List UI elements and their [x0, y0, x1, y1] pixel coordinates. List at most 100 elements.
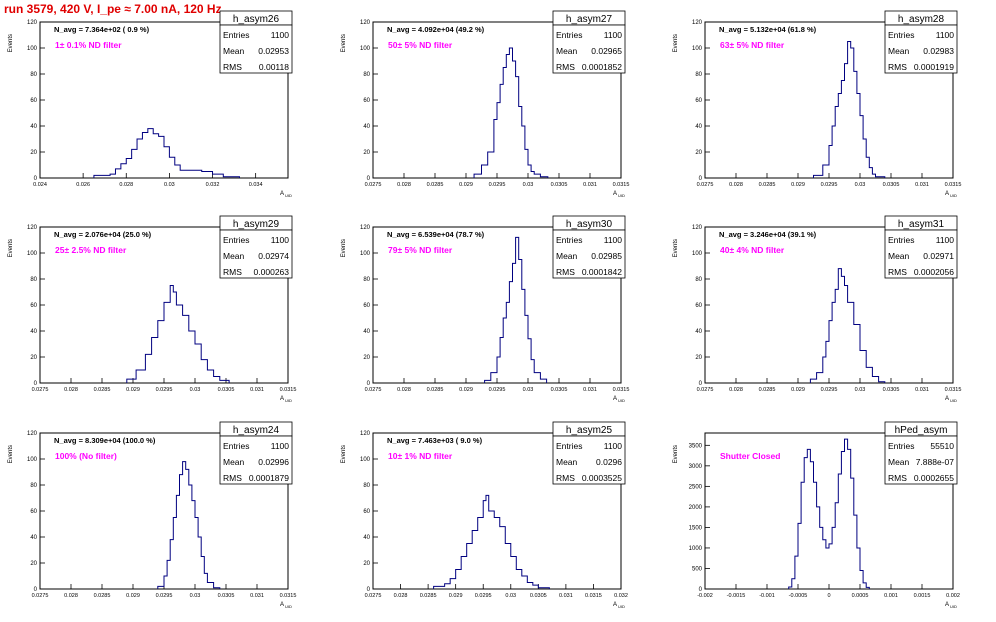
stat-label-mean: Mean [888, 251, 910, 261]
y-tick-label: 3000 [689, 464, 703, 470]
stat-value-mean: 0.02971 [923, 251, 954, 261]
stats-box [552, 229, 626, 279]
histogram-panel-h_asym28: Events 0 20 40 60 80 100 120 0.0275 0.028 0.0285 0.… [673, 10, 961, 198]
histogram-panel-h_asym24: Events 0 20 40 60 80 100 120 0.0275 0.028 0.0285 0.… [8, 421, 296, 609]
histogram-line [433, 494, 550, 589]
y-tick-label: 100 [360, 46, 371, 52]
x-tick-label: 0.029 [459, 182, 473, 188]
x-tick-label: 0.03 [505, 593, 516, 599]
histogram-line [809, 268, 886, 383]
y-tick-label: 1000 [689, 546, 703, 552]
histogram-panel-h_asym26: Events 0 20 40 60 80 100 120 0.024 0.026 0.028 0.03… [8, 10, 293, 198]
y-tick-label: 80 [30, 72, 37, 78]
x-tick-label: 0.026 [76, 182, 90, 188]
x-tick-label: 0.03 [855, 387, 866, 393]
stat-label-entries: Entries [556, 235, 582, 245]
x-tick-label: 0.0315 [945, 387, 962, 393]
x-tick-label: 0.0285 [759, 182, 776, 188]
x-tick-label: 0.0305 [218, 593, 235, 599]
histogram-line [93, 128, 240, 178]
stat-label-rms: RMS [556, 62, 575, 72]
stat-value-mean: 0.02985 [591, 251, 622, 261]
y-axis-label: Events [673, 445, 679, 463]
y-tick-label: 120 [692, 225, 703, 231]
stat-label-rms: RMS [223, 267, 242, 277]
y-tick-label: 40 [363, 329, 370, 335]
stat-value-entries: 1100 [604, 235, 623, 245]
stat-label-mean: Mean [556, 46, 578, 56]
histogram-panel-h_asym27: Events 0 20 40 60 80 100 120 0.0275 0.028 0.0285 0.… [341, 10, 629, 198]
x-tick-label: 0.0305 [530, 593, 547, 599]
run-title: run 3579, 420 V, I_pe ≈ 7.00 nA, 120 Hz [4, 2, 222, 16]
y-tick-label: 80 [695, 277, 702, 283]
x-tick-label: 0.0285 [94, 593, 111, 599]
y-tick-label: 2000 [689, 505, 703, 511]
y-tick-label: 20 [695, 150, 702, 156]
x-tick-label: 0.029 [449, 593, 463, 599]
x-axis-label: A [613, 396, 617, 402]
stat-value-mean: 0.02996 [258, 457, 289, 467]
x-tick-label: -0.002 [697, 593, 713, 599]
y-tick-label: 100 [360, 457, 371, 463]
x-tick-label: 0.03 [855, 182, 866, 188]
histogram-panel-h_asym31: Events 0 20 40 60 80 100 120 0.0275 0.028 0.0285 0.… [673, 215, 962, 403]
x-tick-label: 0.0305 [883, 387, 900, 393]
x-tick-label: 0.028 [394, 593, 408, 599]
y-tick-label: 100 [360, 251, 371, 257]
stat-label-mean: Mean [556, 457, 578, 467]
y-tick-label: 40 [363, 124, 370, 130]
y-tick-label: 80 [695, 72, 702, 78]
y-tick-label: 80 [363, 483, 370, 489]
histogram-name: h_asym30 [566, 219, 613, 230]
y-axis-label: Events [673, 239, 679, 257]
y-axis-label: Events [8, 34, 14, 52]
x-tick-label: 0.0275 [697, 387, 714, 393]
y-axis-label: Events [8, 239, 14, 257]
y-tick-label: 40 [363, 535, 370, 541]
y-axis-label: Events [673, 34, 679, 52]
y-tick-label: 0 [699, 176, 703, 182]
histogram-panel-h_asym30: Events 0 20 40 60 80 100 120 0.0275 0.028 0.0285 0.… [341, 215, 629, 403]
y-axis-label: Events [341, 34, 347, 52]
histogram-name: h_asym25 [566, 425, 613, 436]
x-tick-label: 0.031 [583, 387, 597, 393]
x-tick-label: 0.0295 [475, 593, 492, 599]
stats-box [219, 24, 293, 74]
stat-value-mean: 0.02965 [591, 46, 622, 56]
stat-label-mean: Mean [556, 251, 578, 261]
y-tick-label: 100 [27, 457, 38, 463]
stat-value-rms: 0.0002655 [914, 473, 954, 483]
stat-value-entries: 1100 [604, 30, 623, 40]
x-axis-label: A [280, 396, 284, 402]
x-tick-label: 0.031 [583, 182, 597, 188]
x-tick-label: 0.028 [397, 182, 411, 188]
histogram-line [157, 461, 221, 589]
stat-value-rms: 0.0001879 [249, 473, 289, 483]
stat-value-rms: 0.0001919 [914, 62, 954, 72]
stats-box [884, 229, 958, 279]
stat-label-mean: Mean [888, 46, 910, 56]
y-tick-label: 60 [695, 303, 702, 309]
stat-label-mean: Mean [223, 457, 245, 467]
y-tick-label: 60 [30, 303, 37, 309]
y-tick-label: 40 [30, 329, 37, 335]
x-tick-label: 0.0305 [551, 182, 568, 188]
y-tick-label: 1500 [689, 525, 703, 531]
y-axis-label: Events [341, 239, 347, 257]
x-tick-label: 0.0275 [32, 387, 49, 393]
x-tick-label: 0.032 [614, 593, 628, 599]
x-axis-label: A [613, 602, 617, 608]
y-tick-label: 20 [30, 561, 37, 567]
x-tick-label: 0.0275 [365, 593, 382, 599]
histogram-name: h_asym29 [233, 219, 280, 230]
y-tick-label: 0 [699, 381, 703, 387]
x-tick-label: 0.0285 [427, 182, 444, 188]
x-tick-label: 0.0295 [156, 593, 173, 599]
x-axis-label-sub: UID [950, 398, 957, 403]
histogram-name: hPed_asym [895, 425, 948, 436]
y-tick-label: 100 [692, 46, 703, 52]
x-tick-label: 0 [827, 593, 830, 599]
stat-label-rms: RMS [223, 62, 242, 72]
x-tick-label: 0.0275 [697, 182, 714, 188]
